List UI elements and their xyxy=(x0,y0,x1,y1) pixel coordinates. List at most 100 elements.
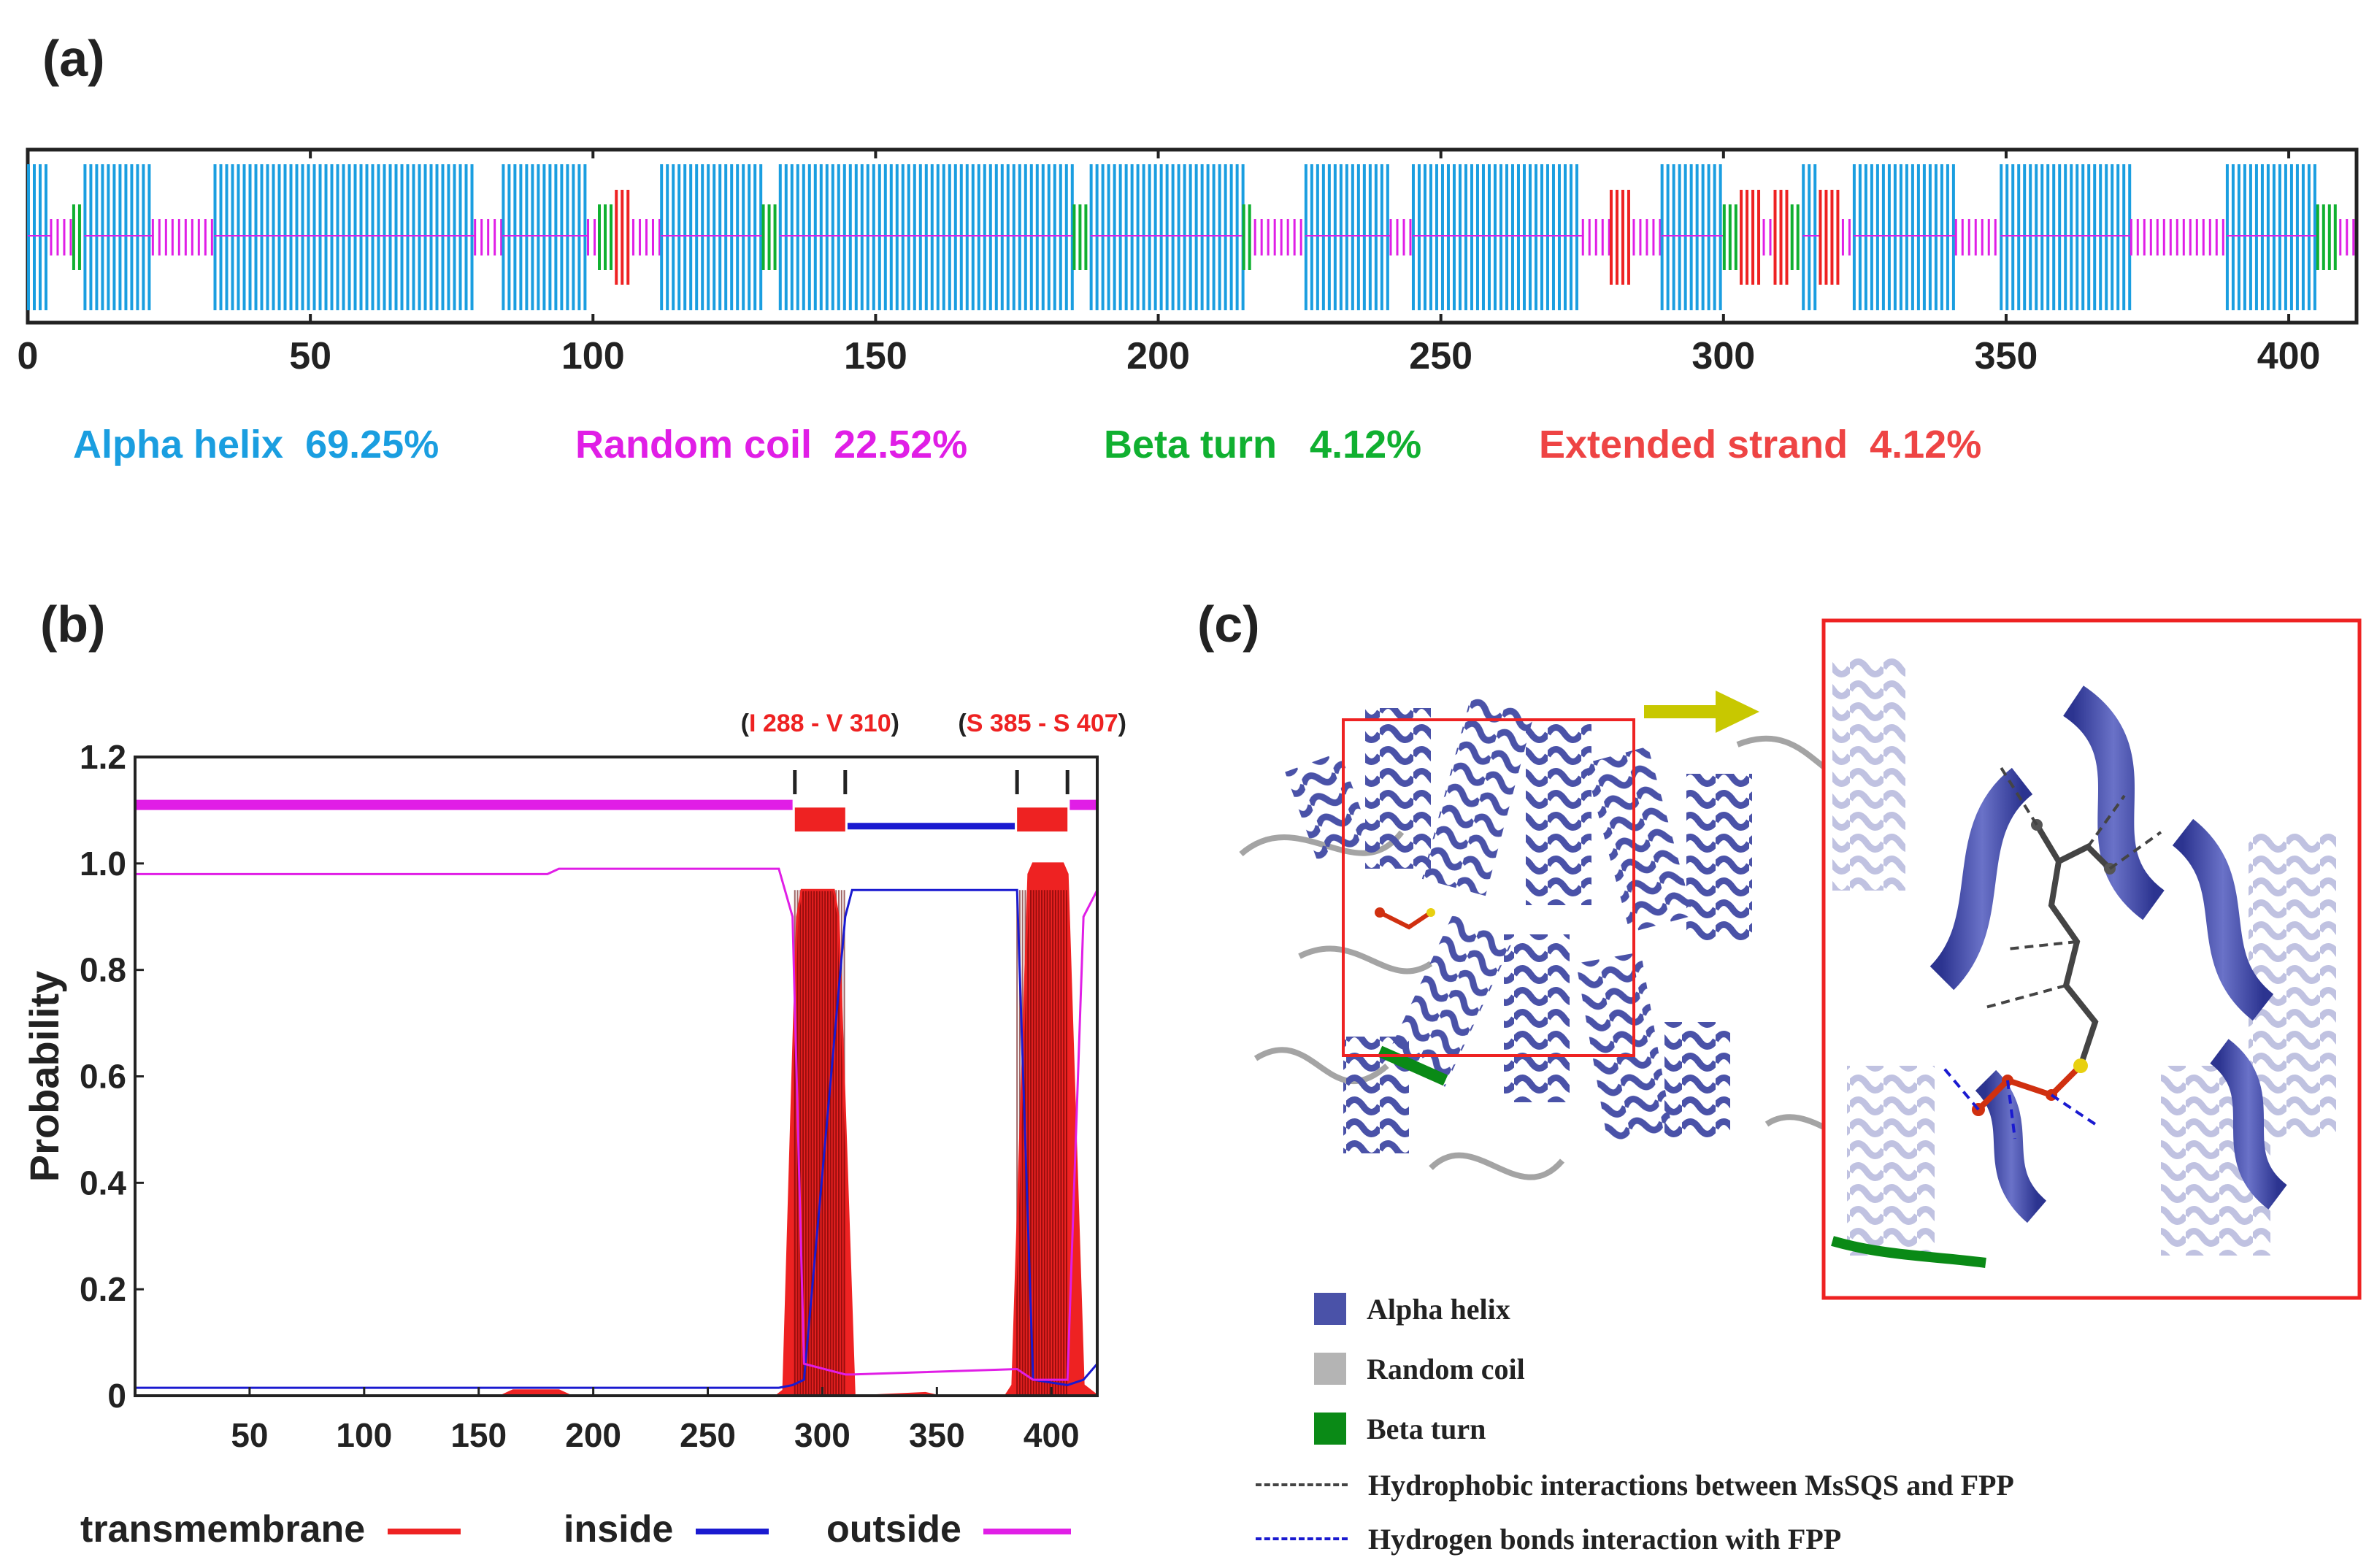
structure-segment-10 xyxy=(615,190,630,285)
structure-segment-18 xyxy=(1253,219,1302,255)
x-tick-label: 250 xyxy=(680,1416,736,1454)
structure-segment-15 xyxy=(1072,204,1088,270)
legend-alpha-helix-label: Alpha helix xyxy=(73,423,284,466)
panel-label-b: (b) xyxy=(40,596,106,653)
legend-b-inside: inside xyxy=(564,1507,769,1551)
y-tick-label: 0.6 xyxy=(80,1058,126,1096)
structure-segment-37 xyxy=(2130,219,2224,255)
legend-random-coil: Random coil 22.52% xyxy=(575,422,967,467)
legend-c-hydrophobic: Hydrophobic interactions between MsSQS a… xyxy=(1256,1459,2014,1511)
legend-c-random-coil-swatch xyxy=(1314,1353,1346,1385)
legend-c: Alpha helix Random coil Beta turn Hydrop… xyxy=(1256,1279,2014,1567)
y-tick-label: 1.2 xyxy=(80,738,126,776)
x-tick-label: 0 xyxy=(18,335,39,377)
helix-ribbons xyxy=(1285,695,1752,1153)
x-tick-label: 200 xyxy=(565,1416,621,1454)
structure-segment-13 xyxy=(761,204,777,270)
structure-segment-32 xyxy=(1819,190,1840,285)
tm-annotation-label: (S 385 - S 407) xyxy=(958,710,1126,737)
structure-segment-8 xyxy=(587,219,596,255)
structure-segment-3 xyxy=(83,164,153,310)
legend-b-outside-line xyxy=(983,1529,1072,1535)
topology-tm-3 xyxy=(1017,807,1068,832)
zoom-region-box xyxy=(1342,718,1635,1057)
legend-random-coil-value: 22.52% xyxy=(834,423,968,466)
legend-extended-strand-label: Extended strand xyxy=(1539,423,1848,466)
legend-c-alpha-helix-label: Alpha helix xyxy=(1367,1292,1510,1326)
structure-segment-23 xyxy=(1609,190,1630,285)
panel-label-c: (c) xyxy=(1197,596,1260,653)
legend-b-transmembrane-label: transmembrane xyxy=(80,1508,366,1550)
x-tick-label: 150 xyxy=(844,335,907,377)
structure-segment-24 xyxy=(1632,219,1662,255)
structure-segment-4 xyxy=(151,219,213,255)
legend-c-alpha-helix-swatch xyxy=(1314,1293,1346,1325)
tm-annotation-0: (I 288 - V 310) xyxy=(741,710,899,795)
legend-b-transmembrane: transmembrane xyxy=(80,1507,461,1551)
legend-beta-turn-value: 4.12% xyxy=(1310,423,1422,466)
structure-segment-21 xyxy=(1411,164,1583,310)
zoom-arrow xyxy=(1644,691,1759,733)
structure-segment-14 xyxy=(778,164,1074,310)
structure-segment-35 xyxy=(1954,219,1997,255)
structure-segment-30 xyxy=(1790,204,1800,270)
series-outside-line xyxy=(135,867,1099,1381)
legend-alpha-helix-value: 69.25% xyxy=(305,423,439,466)
structure-segment-16 xyxy=(1089,164,1245,310)
x-tick-label: 350 xyxy=(1975,335,2038,377)
structure-segment-26 xyxy=(1722,204,1737,270)
structure-segment-31 xyxy=(1802,164,1820,310)
legend-extended-strand: Extended strand 4.12% xyxy=(1539,422,1981,467)
protein-structure-figure xyxy=(1239,618,2362,1300)
tm-annotation-label: (I 288 - V 310) xyxy=(741,710,899,737)
fpp-ligand-overview xyxy=(1375,907,1435,930)
structure-segment-11 xyxy=(631,219,661,255)
legend-extended-strand-value: 4.12% xyxy=(1870,423,1982,466)
structure-segment-28 xyxy=(1762,219,1772,255)
structure-segment-19 xyxy=(1304,164,1390,310)
legend-c-hbond-dash xyxy=(1256,1537,1348,1540)
structure-segment-38 xyxy=(2225,164,2317,310)
tm-peak-hatch-1 xyxy=(1016,890,1067,1396)
structure-segment-7 xyxy=(502,164,588,310)
x-tick-label: 100 xyxy=(336,1416,392,1454)
y-tick-label: 1.0 xyxy=(80,845,126,883)
structure-segment-20 xyxy=(1389,219,1412,255)
structure-segment-6 xyxy=(474,219,503,255)
x-tick-label: 300 xyxy=(1691,335,1755,377)
x-tick-label: 200 xyxy=(1126,335,1190,377)
structure-segment-34 xyxy=(1852,164,1956,310)
structure-segment-12 xyxy=(660,164,763,310)
tm-peak-hatch-0 xyxy=(794,890,845,1396)
structure-segment-22 xyxy=(1581,219,1610,255)
structure-segment-39 xyxy=(2316,204,2337,270)
structure-segment-25 xyxy=(1660,164,1724,310)
legend-c-hbond-label: Hydrogen bonds interaction with FPP xyxy=(1368,1522,1842,1556)
panel-label-a: (a) xyxy=(42,30,105,87)
legend-c-hbond: Hydrogen bonds interaction with FPP xyxy=(1256,1511,2014,1567)
protein-overview xyxy=(1239,679,1872,1180)
structure-segment-0 xyxy=(27,164,50,310)
tm-annotation-1: (S 385 - S 407) xyxy=(958,710,1126,795)
tmhmm-probability-chart: (I 288 - V 310) (S 385 - S 407) 50 100 150 20… xyxy=(21,710,1126,1454)
structure-segment-1 xyxy=(50,219,72,255)
legend-c-beta-turn: Beta turn xyxy=(1256,1399,2014,1459)
structure-segment-9 xyxy=(598,204,613,270)
legend-alpha-helix: Alpha helix 69.25% xyxy=(73,422,439,467)
y-tick-label: 0.2 xyxy=(80,1270,126,1308)
x-tick-label: 400 xyxy=(1024,1416,1080,1454)
legend-c-hydrophobic-dash xyxy=(1256,1483,1348,1486)
x-tick-label: 50 xyxy=(289,335,331,377)
legend-beta-turn-label: Beta turn xyxy=(1104,423,1278,466)
legend-c-beta-turn-swatch xyxy=(1314,1413,1346,1445)
legend-b-outside-label: outside xyxy=(826,1508,961,1550)
x-tick-label: 150 xyxy=(450,1416,507,1454)
zoom-panel xyxy=(1821,618,2362,1300)
y-tick-label: 0 xyxy=(107,1377,126,1415)
legend-c-random-coil: Random coil xyxy=(1256,1339,2014,1399)
structure-segment-17 xyxy=(1242,204,1251,270)
x-tick-label: 50 xyxy=(231,1416,268,1454)
y-tick-label: 0.4 xyxy=(80,1164,126,1202)
structure-segment-36 xyxy=(2000,164,2132,310)
structure-segment-33 xyxy=(1841,219,1851,255)
